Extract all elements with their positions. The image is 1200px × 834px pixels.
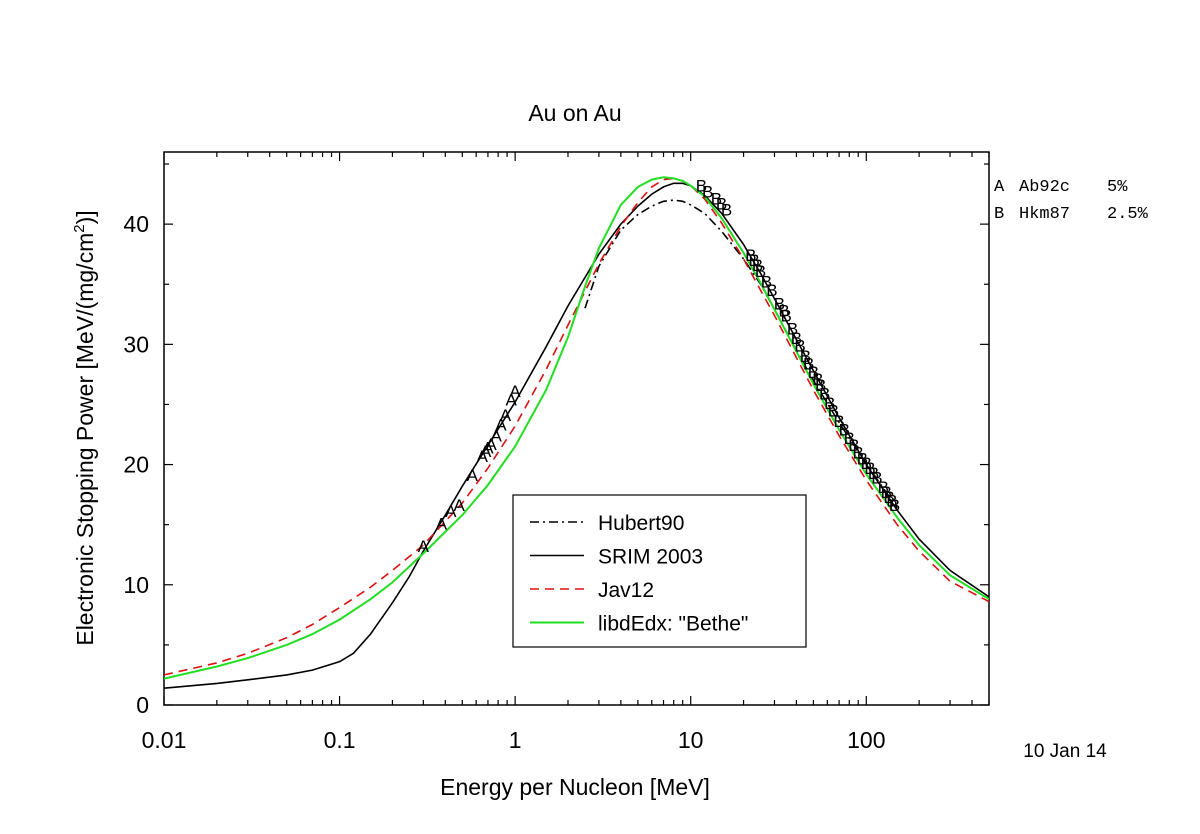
marker-B-0: B — [696, 177, 707, 196]
marker-A-9: A — [491, 427, 503, 446]
marker-A-0: A — [418, 537, 430, 556]
marker-B-32: B — [864, 459, 875, 478]
legend-label-1: SRIM 2003 — [598, 546, 703, 569]
marker-B-34: B — [871, 469, 882, 488]
x-tick-label: 0.1 — [324, 727, 356, 753]
ref-legend-unc-B: 2.5% — [1107, 205, 1149, 224]
x-tick-label: 1 — [509, 727, 522, 753]
marker-B-15: B — [791, 329, 802, 348]
y-axis-label-sup: 2 — [71, 224, 88, 232]
marker-B-37: B — [884, 488, 895, 507]
marker-B-21: B — [815, 376, 826, 395]
marker-A-7: A — [482, 439, 494, 458]
marker-B-11: B — [774, 294, 785, 313]
chart-title: Au on Au — [528, 100, 621, 126]
marker-B-23: B — [824, 394, 835, 413]
marker-B-27: B — [844, 429, 855, 448]
marker-B-19: B — [808, 363, 819, 382]
y-axis-label-tail: )] — [72, 210, 98, 224]
y-axis-label-main: Electronic Stopping Power [MeV/(mg/cm — [72, 233, 98, 646]
ref-legend-label-B: B — [994, 205, 1004, 224]
marker-B-2: B — [711, 190, 722, 209]
marker-B-20: B — [812, 370, 823, 389]
marker-B-28: B — [848, 436, 859, 455]
date-label: 10 Jan 14 — [1023, 741, 1107, 762]
marker-B-17: B — [800, 347, 811, 366]
series-layer — [164, 176, 989, 689]
plot-area: AAAAAAAAAAAAAABBBBBBBBBBBBBBBBBBBBBBBBBB… — [163, 151, 990, 706]
series-line-3 — [164, 176, 989, 680]
marker-B-13: B — [781, 306, 792, 325]
y-tick-label: 0 — [136, 692, 149, 718]
marker-B-33: B — [868, 464, 879, 483]
marker-A-12: A — [506, 390, 518, 409]
x-tick-labels: 0.01 0.1 1 10 100 — [142, 727, 886, 753]
marker-B-24: B — [828, 401, 839, 420]
legend-label-0: Hubert90 — [598, 512, 684, 535]
ref-legend-name-B: Hkm87 — [1019, 205, 1070, 224]
marker-B-16: B — [794, 336, 805, 355]
marker-B-1: B — [702, 183, 713, 202]
marker-B-6: B — [749, 251, 760, 270]
marker-A-10: A — [495, 416, 507, 435]
y-tick-label: 30 — [123, 331, 149, 357]
marker-A-11: A — [500, 406, 512, 425]
series-line-2 — [164, 177, 989, 676]
marker-B-39: B — [889, 496, 900, 515]
marker-B-5: B — [745, 246, 756, 265]
y-tick-labels: 0 10 20 30 40 — [123, 211, 149, 718]
legend-label-2: Jav12 — [598, 579, 654, 602]
marker-A-8: A — [485, 435, 497, 454]
y-tick-label: 10 — [123, 572, 149, 598]
marker-B-14: B — [787, 320, 798, 339]
x-tick-label: 0.01 — [142, 727, 187, 753]
marker-A-1: A — [436, 514, 448, 533]
marker-B-4: B — [721, 201, 732, 220]
marker-B-7: B — [752, 256, 763, 275]
plot-frame — [163, 151, 990, 706]
axis-ticks — [163, 152, 990, 706]
marker-B-29: B — [853, 443, 864, 462]
marker-B-12: B — [778, 302, 789, 321]
reference-legend: A Ab92c 5% B Hkm87 2.5% — [994, 178, 1149, 224]
marker-A-2: A — [445, 502, 457, 521]
legend-label-3: libdEdx: "Bethe" — [598, 613, 748, 636]
x-tick-label: 10 — [678, 727, 704, 753]
series-legend: Hubert90 SRIM 2003 Jav12 libdEdx: "Bethe" — [512, 494, 807, 648]
marker-A-13: A — [509, 382, 521, 401]
marker-B-36: B — [881, 483, 892, 502]
marker-B-9: B — [761, 273, 772, 292]
series-line-1 — [164, 182, 989, 689]
marker-B-26: B — [839, 421, 850, 440]
marker-B-8: B — [755, 262, 766, 281]
series-line-0 — [584, 199, 898, 509]
marker-A-4: A — [467, 466, 479, 485]
marker-layer: AAAAAAAAAAAAAABBBBBBBBBBBBBBBBBBBBBBBBBB… — [418, 177, 901, 557]
x-axis-label: Energy per Nucleon [MeV] — [440, 774, 710, 800]
y-axis-label: Electronic Stopping Power [MeV/(mg/cm2)] — [71, 210, 98, 645]
y-tick-label: 20 — [123, 452, 149, 478]
marker-B-31: B — [861, 454, 872, 473]
x-tick-label: 100 — [847, 727, 885, 753]
marker-B-30: B — [857, 449, 868, 468]
marker-B-3: B — [716, 195, 727, 214]
y-tick-label: 40 — [123, 211, 149, 237]
marker-B-10: B — [766, 281, 777, 300]
marker-B-35: B — [878, 478, 889, 497]
marker-B-25: B — [833, 412, 844, 431]
marker-A-3: A — [454, 496, 466, 515]
marker-A-5: A — [477, 447, 489, 466]
marker-B-38: B — [886, 491, 897, 510]
marker-B-18: B — [803, 354, 814, 373]
ref-legend-unc-A: 5% — [1107, 178, 1128, 197]
marker-A-6: A — [480, 442, 492, 461]
ref-legend-name-A: Ab92c — [1019, 178, 1070, 197]
ref-legend-label-A: A — [994, 178, 1005, 197]
marker-B-22: B — [819, 384, 830, 403]
